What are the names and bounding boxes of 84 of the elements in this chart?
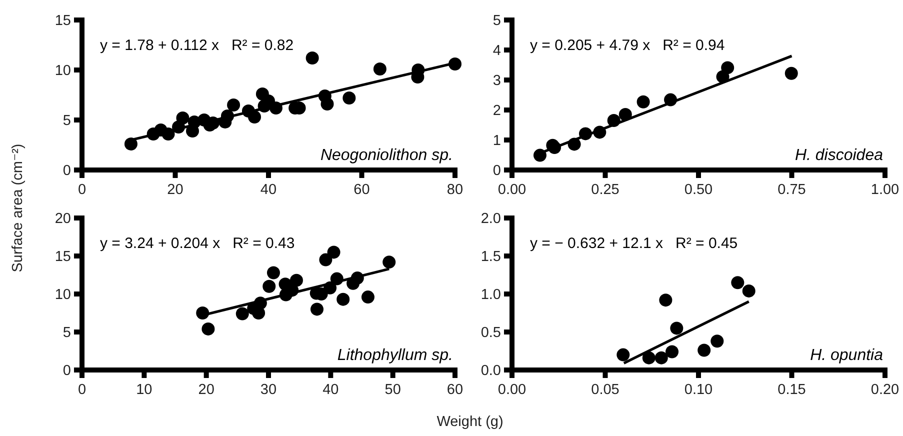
point — [336, 292, 350, 306]
y-tick-label: 0.5 — [480, 325, 501, 341]
y-tick-label: 1 — [492, 133, 501, 149]
x-tick-label: 0.10 — [684, 382, 713, 398]
point — [262, 280, 276, 293]
y-tick-label: 20 — [54, 211, 71, 227]
point — [659, 294, 672, 307]
x-tick-label: 60 — [354, 182, 370, 198]
x-tick-label: 0 — [78, 182, 86, 198]
y-tick-label: 15 — [54, 249, 71, 265]
point — [636, 95, 650, 108]
point — [266, 266, 280, 280]
y-tick-label: 5 — [62, 325, 71, 341]
point — [654, 351, 668, 364]
y-tick-label: 4 — [492, 43, 501, 59]
x-tick-label: 0.75 — [778, 182, 806, 198]
point — [616, 348, 630, 362]
point — [319, 253, 332, 266]
annotation: y = − 0.632 + 12.1 x R² = 0.45 — [530, 235, 738, 252]
point — [698, 344, 711, 357]
point — [176, 112, 190, 124]
point — [666, 345, 679, 358]
point — [124, 138, 138, 150]
point — [306, 52, 319, 64]
point — [731, 276, 744, 290]
point — [642, 351, 656, 364]
y-tick-label: 0 — [492, 163, 501, 179]
y-tick-label: 1.0 — [480, 287, 501, 303]
point — [784, 66, 798, 80]
x-tick-label: 0.00 — [498, 382, 526, 398]
y-tick-label: 2 — [492, 103, 501, 119]
point — [248, 110, 262, 124]
y-tick-label: 10 — [54, 287, 71, 303]
x-tick-label: 0.00 — [498, 182, 526, 198]
point — [361, 290, 374, 304]
y-tick-label: 5 — [492, 13, 501, 29]
annotation: Neogoniolithon sp. — [320, 147, 453, 164]
y-axis-title: Surface area (cm⁻²) — [10, 144, 26, 272]
point — [710, 334, 724, 348]
annotation: y = 1.78 + 0.112 x R² = 0.82 — [100, 37, 294, 54]
annotation: y = 3.24 + 0.204 x R² = 0.43 — [100, 235, 295, 252]
y-tick-label: 1.5 — [480, 249, 501, 265]
point — [742, 284, 756, 298]
x-tick-label: 50 — [384, 382, 401, 398]
point — [320, 98, 334, 110]
point — [382, 256, 396, 269]
point — [327, 246, 340, 259]
point — [202, 322, 215, 336]
x-tick-label: 30 — [260, 382, 277, 398]
y-tick-label: 0.0 — [480, 363, 501, 379]
annotation: H. opuntia — [810, 347, 884, 364]
annotation: Lithophyllum sp. — [337, 347, 453, 364]
x-tick-label: 0.05 — [591, 382, 620, 398]
y-tick-label: 0 — [62, 363, 71, 379]
y-tick-label: 3 — [492, 73, 501, 89]
y-tick-label: 10 — [54, 63, 71, 79]
x-tick-label: 0.50 — [684, 182, 713, 198]
x-tick-label: 80 — [446, 182, 464, 198]
y-tick-label: 15 — [54, 13, 71, 29]
x-tick-label: 40 — [322, 382, 339, 398]
x-tick-label: 0 — [78, 382, 86, 398]
annotation: H. discoidea — [794, 147, 884, 164]
point — [373, 62, 386, 76]
point — [227, 98, 240, 112]
x-tick-label: 40 — [260, 182, 277, 198]
y-tick-label: 5 — [62, 113, 71, 129]
x-tick-label: 20 — [167, 182, 184, 198]
point — [721, 61, 734, 74]
x-axis-title: Weight (g) — [436, 414, 504, 430]
x-tick-label: 0.25 — [591, 182, 620, 198]
x-tick-label: 60 — [446, 382, 464, 398]
y-tick-label: 0 — [62, 163, 71, 179]
point — [342, 92, 356, 104]
x-tick-label: 20 — [198, 382, 214, 398]
x-tick-label: 0.15 — [778, 382, 806, 398]
point — [236, 307, 249, 320]
point — [670, 322, 684, 335]
x-tick-label: 10 — [136, 382, 152, 398]
annotation: y = 0.205 + 4.79 x R² = 0.94 — [530, 37, 725, 54]
point — [310, 302, 324, 316]
x-tick-label: 0.20 — [870, 382, 900, 398]
point — [290, 274, 303, 287]
y-tick-label: 2.0 — [480, 211, 501, 227]
x-tick-label: 1.00 — [870, 182, 900, 198]
